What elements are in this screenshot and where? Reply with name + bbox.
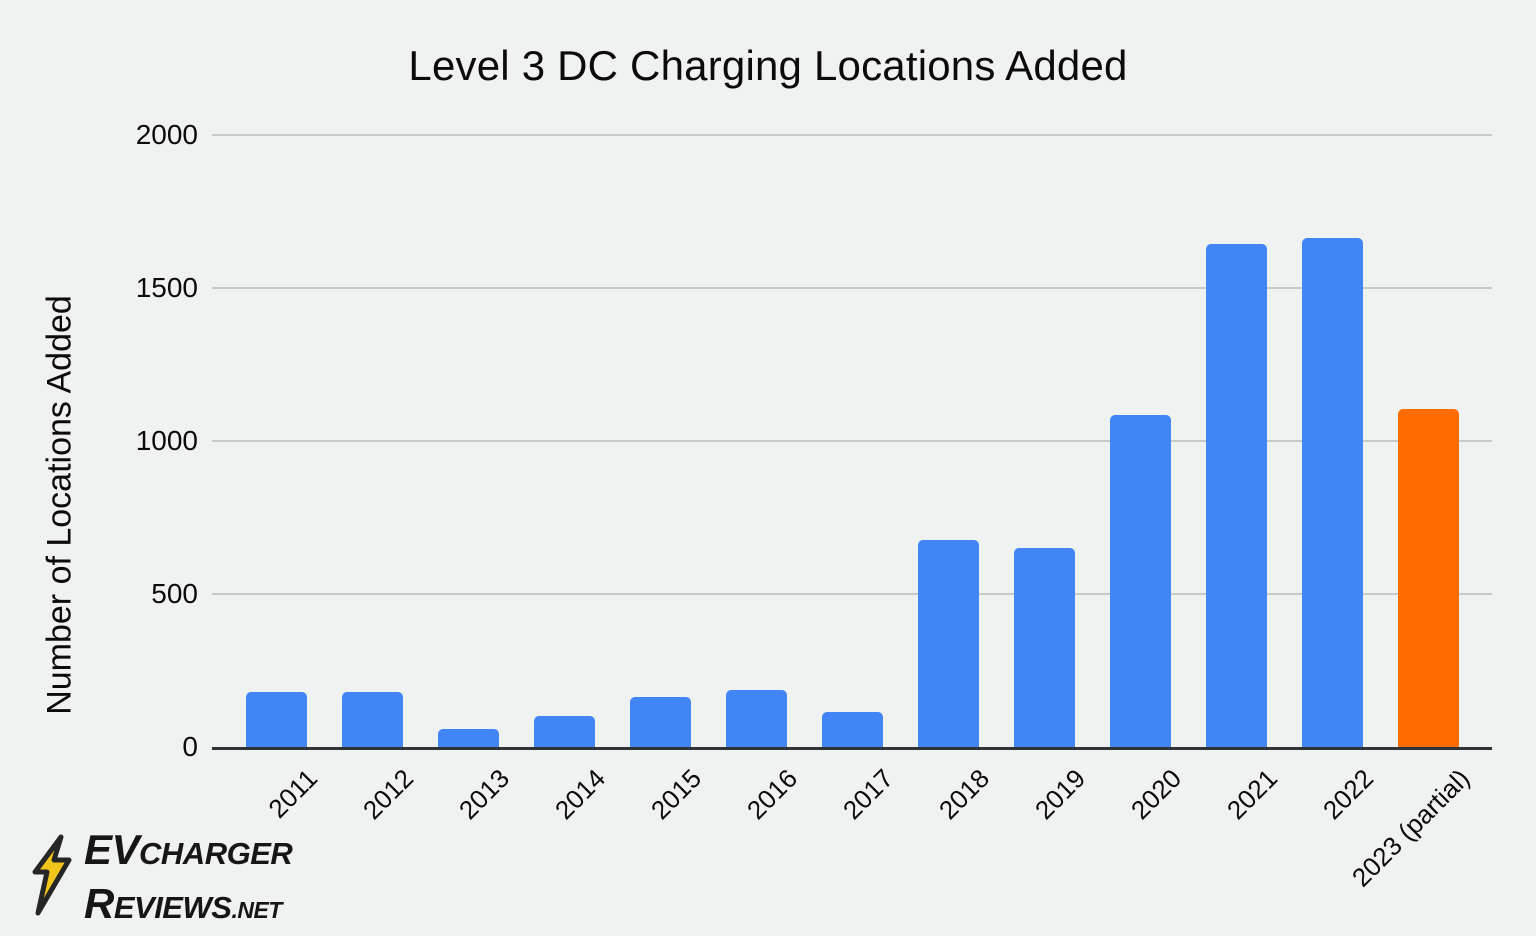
logo: EVCHARGER REVIEWS.NET (28, 828, 358, 926)
x-tick-label-2011: 2011 (262, 763, 324, 824)
bar-2021 (1205, 243, 1267, 747)
bar-2015 (629, 696, 691, 747)
x-tick-label-2021: 2021 (1221, 763, 1284, 826)
bar-2014 (533, 716, 595, 747)
gridline-1000 (212, 440, 1492, 442)
bar-2020 (1109, 415, 1171, 747)
x-tick-label-2017: 2017 (837, 763, 900, 826)
gridline-500 (212, 593, 1492, 595)
x-tick-label-2022: 2022 (1317, 763, 1380, 826)
bar-2016 (725, 690, 787, 747)
logo-line-2: REVIEWS.NET (84, 882, 292, 936)
x-tick-label-2018: 2018 (933, 763, 996, 826)
logo-net: .NET (231, 897, 282, 923)
lightning-bolt-shape (32, 834, 72, 916)
logo-ev: EV (84, 826, 140, 873)
bar-2019 (1013, 548, 1075, 747)
y-tick-label-2000: 2000 (135, 119, 198, 150)
x-tick-label-2015: 2015 (645, 763, 708, 826)
bar-2013 (437, 728, 499, 747)
x-tick-label-2012: 2012 (357, 763, 420, 826)
x-tick-label-2014: 2014 (549, 763, 612, 826)
logo-line-1: EVCHARGER (84, 826, 293, 882)
logo-charger: CHARGER (139, 836, 293, 871)
y-tick-label-1500: 1500 (135, 272, 198, 303)
logo-r: R (84, 880, 114, 927)
bar-2018 (917, 540, 979, 747)
logo-text: EVCHARGER REVIEWS.NET (84, 826, 293, 936)
plot-area: 0 500 1000 1500 2000 2011 2012 2013 2014 2015 2016… (136, 119, 1492, 893)
y-tick-label-500: 500 (151, 578, 198, 609)
bar-2022 (1301, 237, 1363, 747)
x-tick-label-2020: 2020 (1125, 763, 1188, 826)
x-tick-label-2019: 2019 (1029, 763, 1092, 826)
bar-2011 (245, 691, 307, 747)
logo-eviews: EVIEWS (113, 890, 232, 925)
x-tick-label-2013: 2013 (453, 763, 516, 826)
chart-title: Level 3 DC Charging Locations Added (408, 42, 1128, 89)
bar-2017 (821, 711, 883, 747)
bar-2012 (341, 691, 403, 747)
lightning-bolt-icon (32, 834, 72, 916)
x-tick-label-2016: 2016 (741, 763, 804, 826)
gridline-2000 (212, 134, 1492, 136)
y-tick-label-1000: 1000 (135, 425, 198, 456)
bar-2023-partial- (1397, 408, 1459, 747)
y-tick-label-0: 0 (182, 731, 198, 762)
y-axis-title: Number of Locations Added (40, 295, 79, 715)
gridline-1500 (212, 287, 1492, 289)
